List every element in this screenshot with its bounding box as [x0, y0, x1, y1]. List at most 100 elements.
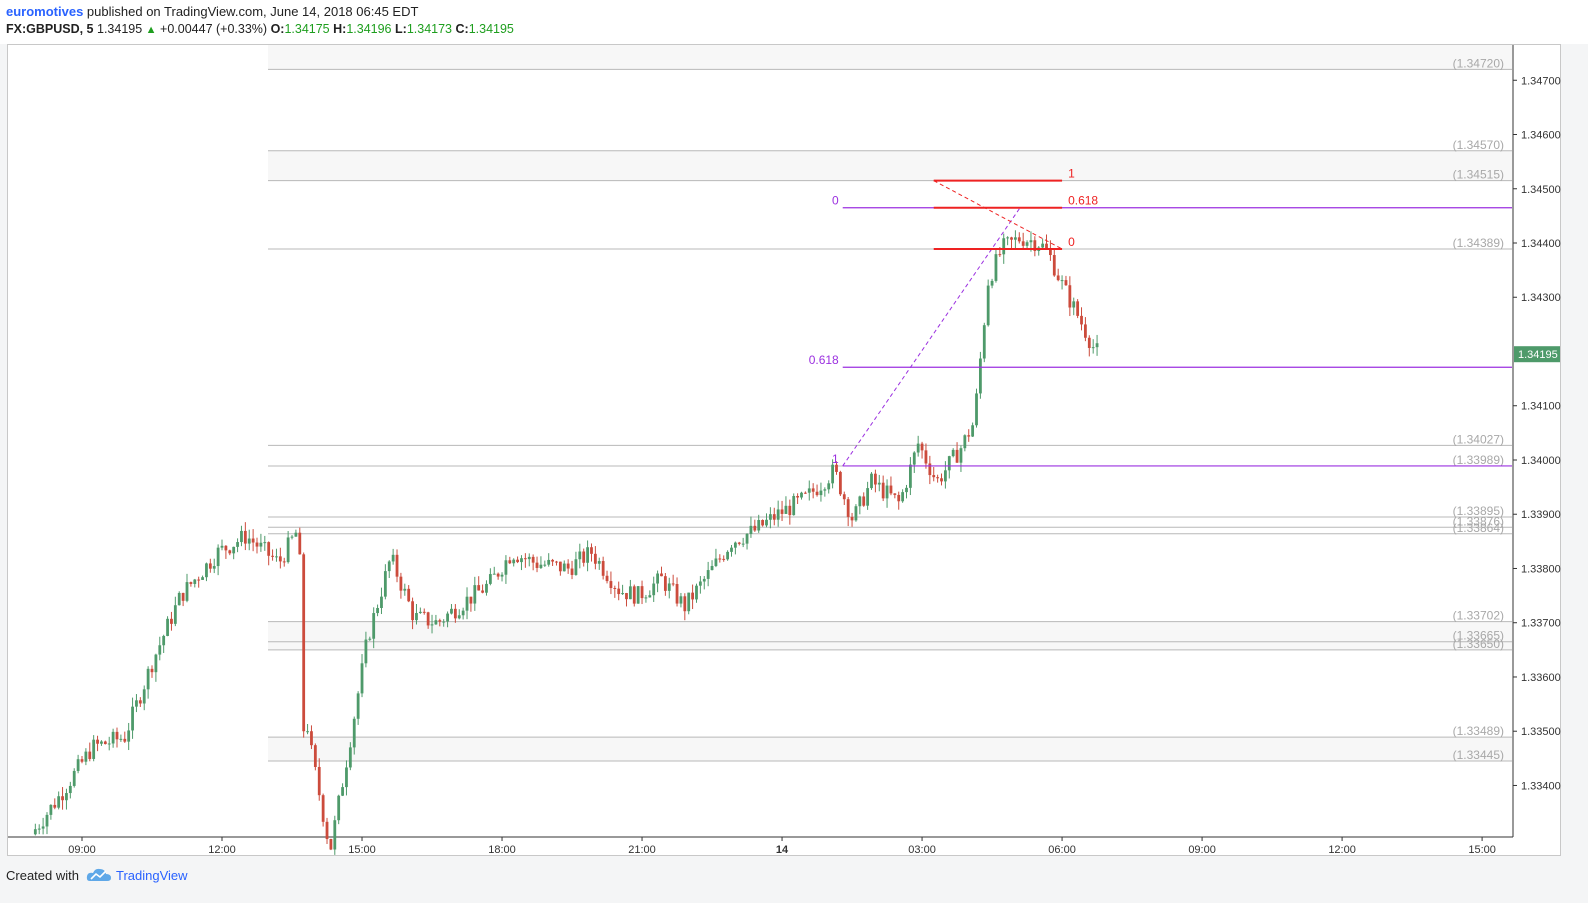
candle-body	[325, 821, 329, 840]
candle	[368, 636, 372, 641]
candle-body	[1017, 237, 1021, 242]
candle	[733, 541, 737, 555]
chart-area[interactable]: (1.34720) (1.34570) (1.34515) (1.34389) (1.3…	[7, 44, 1561, 856]
candle	[776, 500, 780, 527]
level-band	[268, 150, 1512, 181]
candle-body	[897, 494, 901, 502]
author-link[interactable]: euromotives	[6, 4, 84, 19]
x-tick-label: 03:00	[908, 844, 936, 856]
candle	[710, 560, 714, 571]
candle-body	[135, 700, 138, 707]
y-tick-label: 1.34700	[1521, 75, 1561, 87]
candle	[535, 556, 539, 573]
y-tick-label: 1.34000	[1521, 455, 1561, 467]
candle-body	[243, 530, 247, 544]
x-tick-label: 12:00	[1328, 844, 1356, 856]
candle-body	[450, 608, 453, 614]
candle-body	[819, 490, 823, 496]
candle	[959, 445, 963, 472]
candle-body	[1049, 248, 1052, 256]
candle	[1041, 238, 1045, 250]
candle	[450, 604, 453, 615]
candle-body	[189, 582, 193, 584]
candle-body	[535, 562, 539, 568]
candle	[640, 580, 644, 605]
candle	[197, 576, 201, 588]
candle	[387, 560, 391, 579]
candle	[881, 475, 885, 502]
candle	[294, 529, 298, 537]
candle-body	[422, 611, 426, 613]
candle-body	[893, 493, 897, 495]
x-tick-label: 21:00	[628, 844, 656, 856]
candle	[947, 455, 951, 479]
candle	[45, 812, 49, 835]
candle	[119, 734, 123, 742]
candle-body	[100, 741, 103, 744]
candle-body	[294, 532, 298, 537]
candle	[912, 451, 916, 473]
candle-body	[539, 564, 543, 568]
candle-body	[625, 593, 628, 600]
candle-body	[827, 483, 831, 490]
candle	[574, 551, 578, 576]
y-tick-label: 1.34400	[1521, 238, 1561, 250]
tradingview-cloud-icon[interactable]	[86, 866, 112, 884]
candle	[648, 590, 652, 598]
candle-body	[453, 608, 457, 619]
candle	[298, 527, 302, 555]
candle-body	[753, 525, 757, 531]
low-value: 1.34173	[406, 22, 452, 36]
candle-body	[1021, 241, 1025, 246]
candle	[605, 570, 609, 584]
candle-body	[722, 558, 726, 560]
candle-body	[698, 581, 702, 586]
candle-body	[780, 509, 784, 514]
candle	[955, 442, 959, 463]
candle-body	[477, 585, 481, 591]
price-chart[interactable]: (1.34720) (1.34570) (1.34515) (1.34389) (1.3…	[8, 45, 1562, 857]
candle-body	[267, 542, 271, 556]
candle-body	[131, 706, 134, 731]
candle	[978, 351, 982, 399]
candle-body	[885, 485, 889, 499]
candle-body	[582, 551, 586, 563]
candle	[1060, 275, 1064, 290]
candles	[33, 230, 1099, 855]
candle-body	[72, 770, 76, 786]
candle-body	[247, 538, 251, 544]
candle	[333, 815, 337, 855]
tradingview-link[interactable]: TradingView	[116, 868, 188, 883]
candle	[714, 548, 718, 568]
candle	[107, 736, 111, 751]
candle	[348, 742, 352, 771]
candle-body	[123, 738, 127, 742]
candle	[1021, 232, 1025, 249]
candle	[870, 472, 873, 490]
candle-body	[298, 532, 302, 555]
close-value: 1.34195	[468, 22, 514, 36]
candle-body	[881, 482, 885, 499]
candle	[263, 535, 267, 551]
candle	[1052, 249, 1056, 277]
price-change: +0.00447 (+0.33%)	[160, 22, 268, 36]
candle-body	[733, 542, 737, 548]
candle	[453, 604, 457, 623]
high-label: H:	[333, 22, 347, 36]
candle-body	[240, 530, 243, 543]
candle-body	[360, 663, 364, 694]
candle-body	[457, 615, 461, 619]
candle	[68, 781, 72, 799]
candle	[1091, 339, 1095, 354]
candle-body	[990, 280, 994, 286]
candle	[177, 591, 181, 606]
candle-body	[547, 559, 551, 565]
candle-body	[1084, 324, 1087, 338]
candle	[862, 492, 866, 507]
candle-body	[434, 620, 438, 625]
candle	[282, 557, 286, 567]
candle	[990, 278, 994, 289]
open-label: O:	[270, 22, 285, 36]
candle	[768, 507, 772, 529]
candle-body	[488, 574, 492, 584]
